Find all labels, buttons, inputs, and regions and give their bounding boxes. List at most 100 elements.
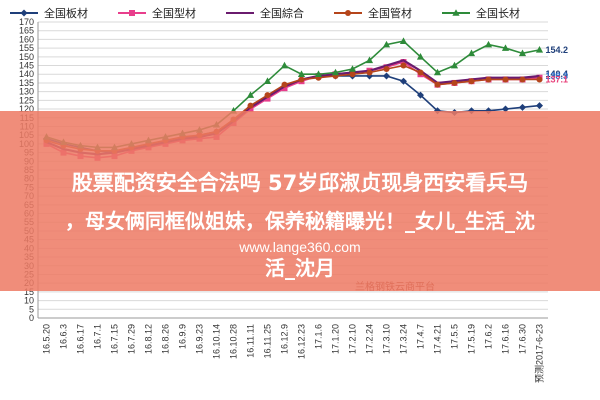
data-point <box>399 37 408 44</box>
data-point <box>450 61 459 69</box>
legend-label: 全国板材 <box>44 6 88 20</box>
data-point <box>502 76 509 83</box>
legend-item: 全国型材 <box>118 6 196 20</box>
data-point <box>264 92 271 99</box>
data-point <box>536 76 543 83</box>
data-point <box>501 44 510 51</box>
x-tick-label: 17.6.16 <box>501 324 511 354</box>
data-point <box>434 81 441 88</box>
y-tick-label: 170 <box>19 17 34 27</box>
x-tick-label: 预测2017-6-23 <box>535 324 545 383</box>
data-point <box>518 49 527 57</box>
y-tick-label: 15 <box>24 287 34 297</box>
y-tick-label: 120 <box>19 104 34 114</box>
data-point <box>246 91 255 98</box>
overlay-title-line-2: ，母女俩同框似姐妹，保养秘籍曝光！_女儿_生活_沈 <box>65 209 535 233</box>
data-point <box>400 59 407 66</box>
y-tick-label: 155 <box>19 43 34 53</box>
data-point <box>383 66 390 73</box>
data-point <box>348 65 357 72</box>
legend: 全国板材 全国型材 全国綜合 全国管材 全国长材 <box>10 6 520 20</box>
legend-label: 全国型材 <box>152 6 196 20</box>
x-tick-label: 17.5.5 <box>450 324 460 349</box>
x-tick-label: 17.1.20 <box>331 324 341 354</box>
x-tick-label: 16.11.11 <box>246 324 256 358</box>
data-point <box>297 70 306 78</box>
data-point <box>331 68 340 76</box>
x-tick-label: 16.10.14 <box>212 324 222 359</box>
legend-label: 全国管材 <box>368 6 412 20</box>
x-tick-label: 16.12.23 <box>297 324 307 359</box>
x-tick-label: 17.3.24 <box>399 324 409 354</box>
data-point <box>502 105 509 113</box>
x-tick-label: 16.6.3 <box>59 324 69 349</box>
end-value-label: 140.4 <box>546 69 569 79</box>
data-point <box>485 76 492 83</box>
x-tick-label: 17.5.19 <box>467 324 477 354</box>
legend-item: 全国长材 <box>442 6 520 20</box>
data-point <box>280 61 289 69</box>
data-point <box>433 68 442 76</box>
x-tick-label: 16.6.17 <box>76 324 86 354</box>
data-point <box>519 103 526 111</box>
x-axis: 16.5.20 16.6.3 16.6.17 16.7.1 16.7.15 16.7.29… <box>38 317 548 383</box>
data-point <box>247 102 254 109</box>
x-tick-label: 17.2.10 <box>348 324 358 354</box>
data-point <box>400 62 407 69</box>
data-point <box>247 106 254 113</box>
legend-label: 全国綜合 <box>260 6 304 20</box>
overlay-title-line-3: 活_沈月 <box>265 256 335 280</box>
y-tick-label: 5 <box>29 304 34 314</box>
x-tick-label: 17.3.10 <box>382 324 392 354</box>
y-tick-label: 140 <box>19 69 34 79</box>
data-point <box>129 10 135 16</box>
y-tick-label: 145 <box>19 61 34 71</box>
data-point <box>366 69 373 76</box>
article-overlay-banner: 股票配资安全合法吗 57岁邱淑贞现身西安看兵马 ，母女俩同框似姐妹，保养秘籍曝光… <box>0 111 600 291</box>
y-tick-label: 10 <box>24 296 34 306</box>
data-point <box>281 85 288 92</box>
y-tick-label: 0 <box>29 313 34 323</box>
data-point <box>298 76 305 83</box>
x-tick-label: 16.5.20 <box>42 324 52 354</box>
end-value-label: 138.3 <box>546 71 569 81</box>
x-tick-label: 16.7.29 <box>127 324 137 354</box>
x-tick-label: 16.11.25 <box>263 324 273 358</box>
x-tick-label: 16.7.1 <box>93 324 103 349</box>
data-point <box>349 71 356 78</box>
data-point <box>383 72 390 80</box>
legend-item: 全国板材 <box>10 6 88 20</box>
overlay-watermark-url: www.lange360.com <box>239 239 361 255</box>
data-point <box>263 77 272 84</box>
data-point <box>365 56 374 64</box>
x-tick-label: 17.4.7 <box>416 324 426 349</box>
y-tick-label: 160 <box>19 34 34 44</box>
y-tick-label: 130 <box>19 87 34 97</box>
data-point <box>345 10 351 16</box>
data-point <box>281 81 288 88</box>
x-tick-label: 17.6.30 <box>518 324 528 354</box>
x-tick-label: 16.12.9 <box>280 324 290 354</box>
y-tick-label: 150 <box>19 52 34 62</box>
data-point <box>535 46 544 53</box>
overlay-title-line-1: 股票配资安全合法吗 57岁邱淑贞现身西安看兵马 <box>71 171 529 195</box>
data-point <box>417 69 424 76</box>
data-point <box>468 78 475 85</box>
data-point <box>400 77 407 85</box>
x-tick-label: 16.10.28 <box>229 324 239 359</box>
x-tick-label: 17.1.6 <box>314 324 324 349</box>
data-point <box>382 40 391 48</box>
y-tick-label: 165 <box>19 26 34 36</box>
x-tick-label: 16.8.26 <box>161 324 171 354</box>
data-point <box>467 49 476 57</box>
end-value-label: 137.1 <box>546 74 569 84</box>
data-point <box>20 9 28 17</box>
data-point <box>417 91 424 99</box>
legend-item: 全国綜合 <box>226 6 304 20</box>
data-point <box>264 95 271 102</box>
end-value-label: 154.2 <box>546 45 569 55</box>
x-tick-label: 16.9.9 <box>178 324 188 349</box>
legend-item: 全国管材 <box>334 6 412 20</box>
